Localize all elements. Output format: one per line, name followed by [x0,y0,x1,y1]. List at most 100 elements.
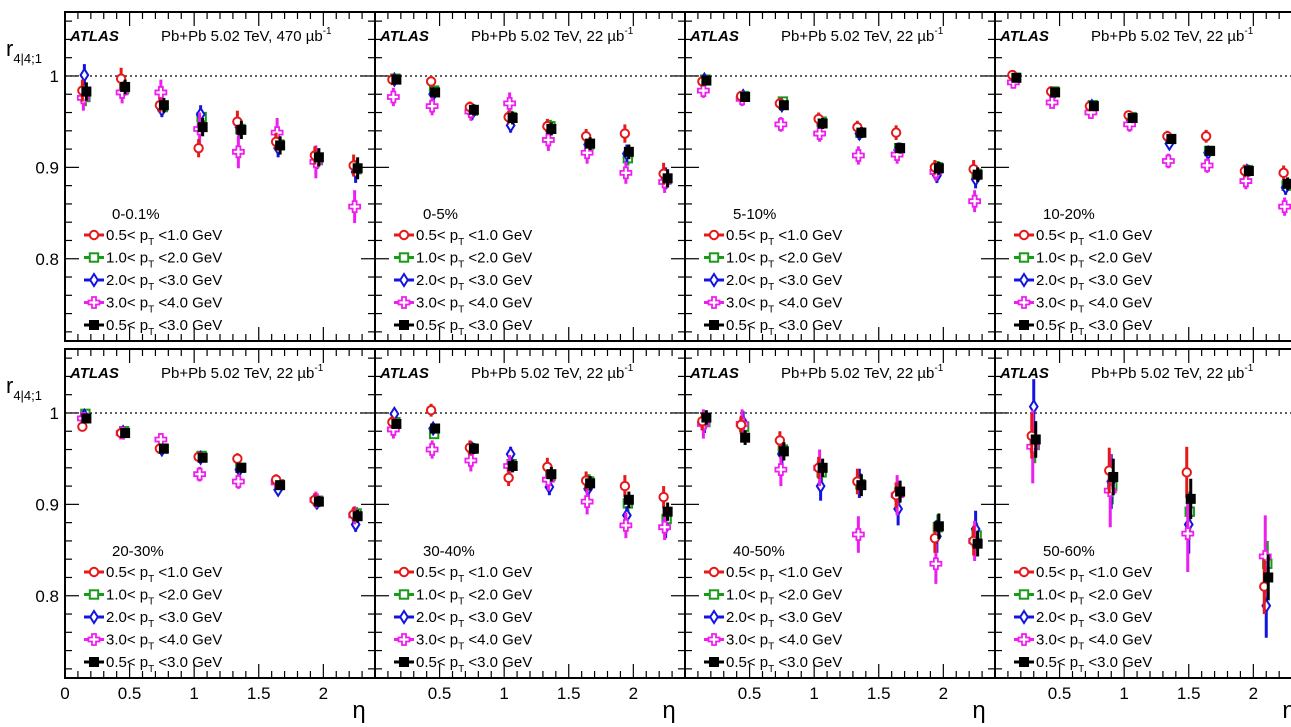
experiment-label: ATLAS [689,365,739,382]
legend-marker [397,296,411,309]
data-point [503,96,517,110]
legend-marker [89,272,99,288]
experiment-label: ATLAS [379,28,429,45]
legend-label: 1.0< pT <2.0 GeV [106,587,222,608]
data-point [890,127,902,138]
data-point [972,169,983,180]
data-point [1045,96,1059,109]
legend-label: 0.5< pT <1.0 GeV [106,227,222,248]
data-point [619,480,631,492]
data-point [623,146,634,157]
legend-marker [89,320,99,330]
y-tick-label: 0.8 [35,250,59,269]
data-point [352,511,363,522]
legend-label: 0.5< pT <3.0 GeV [726,654,842,675]
legend-entry: 0.5< pT <3.0 GeV [704,654,842,675]
data-point [740,432,751,443]
data-point [1278,200,1291,214]
legend-entry: 0.5< pT <1.0 GeV [394,564,532,585]
data-point [197,452,208,463]
legend-entry: 0.5< pT <1.0 GeV [1014,564,1152,585]
collision-label: Pb+Pb 5.02 TeV, 22 µb-1 [161,363,324,382]
centrality-label: 0-5% [423,206,458,223]
data-point [464,454,478,467]
legend-label: 3.0< pT <4.0 GeV [106,632,222,653]
data-point [658,491,669,503]
x-tick-label: 0.5 [738,684,762,703]
x-tick-label: 1.5 [1177,684,1201,703]
centrality-label: 50-60% [1043,543,1095,560]
legend-entry: 2.0< pT <3.0 GeV [1014,609,1152,630]
x-tick-label: 1 [809,684,818,703]
legend-label: 2.0< pT <3.0 GeV [1036,272,1152,293]
legend-marker [397,633,411,646]
legend-entry: 0.5< pT <1.0 GeV [84,227,222,248]
experiment-label: ATLAS [689,28,739,45]
data-point [1011,72,1022,83]
panel-0-5%: ATLAS Pb+Pb 5.02 TeV, 22 µb-1 0-5% 0.5< pT … [374,11,686,342]
data-point [352,163,363,174]
panel-10-20%: ATLAS Pb+Pb 5.02 TeV, 22 µb-1 10-20% 0.5< p… [994,11,1291,342]
legend-label: 0.5< pT <1.0 GeV [1036,227,1152,248]
data-point [1239,174,1253,188]
data-point [658,520,672,534]
data-point [817,118,828,129]
data-point [851,528,865,541]
data-point [585,138,596,149]
data-point [507,113,518,124]
legend-entry: 0.5< pT <3.0 GeV [704,317,842,338]
collision-label: Pb+Pb 5.02 TeV, 22 µb-1 [471,363,634,382]
data-point [1200,131,1212,142]
data-point [1088,101,1099,112]
panel-frame [64,348,376,679]
data-point [1282,178,1291,189]
collision-label-sup: -1 [934,26,943,37]
data-point [1181,527,1195,541]
data-point [619,166,633,180]
y-tick-label: 1 [50,404,59,423]
legend-entry: 1.0< pT <2.0 GeV [1014,587,1152,608]
y-tick-label: 0.9 [35,495,59,514]
data-point [623,494,634,505]
legend-entry: 0.5< pT <3.0 GeV [1014,317,1152,338]
data-point [662,173,673,184]
legend-marker [399,320,409,330]
centrality-label: 10-20% [1043,206,1095,223]
collision-label-sup: -1 [314,363,323,374]
legend-entry: 0.5< pT <3.0 GeV [394,317,532,338]
data-point [120,428,131,439]
y-axis-title-main: r [6,373,13,398]
data-point [1185,493,1196,504]
legend-entry: 3.0< pT <4.0 GeV [394,295,532,316]
legend-label: 1.0< pT <2.0 GeV [416,587,532,608]
series-5 [1011,72,1291,191]
data-point [236,124,247,135]
experiment-label: ATLAS [999,28,1049,45]
data-point [386,90,400,104]
data-point [468,104,479,115]
x-tick-label: 1 [189,684,198,703]
data-point [81,413,92,424]
x-axis-title: η [352,697,365,724]
legend-entry: 0.5< pT <1.0 GeV [394,227,532,248]
collision-label: Pb+Pb 5.02 TeV, 22 µb-1 [1091,26,1254,45]
centrality-label: 0-0.1% [112,206,160,223]
data-point [275,480,286,491]
legend-entry: 3.0< pT <4.0 GeV [1014,295,1152,316]
legend-marker [708,566,720,578]
panel-frame [374,348,686,679]
x-axis-title: η [972,697,985,724]
data-point [1243,166,1254,177]
x-tick-label: 2 [1249,684,1258,703]
data-point [701,412,712,423]
legend-label: 1.0< pT <2.0 GeV [416,250,532,271]
legend-marker [88,252,100,263]
legend-entry: 2.0< pT <3.0 GeV [84,272,222,293]
x-tick-label: 2 [939,684,948,703]
legend-entry: 3.0< pT <4.0 GeV [394,632,532,653]
y-tick-label: 0.9 [35,158,59,177]
legend-entry: 1.0< pT <2.0 GeV [704,587,842,608]
centrality-label: 40-50% [733,543,785,560]
legend-marker [89,657,99,667]
data-point [158,100,169,111]
